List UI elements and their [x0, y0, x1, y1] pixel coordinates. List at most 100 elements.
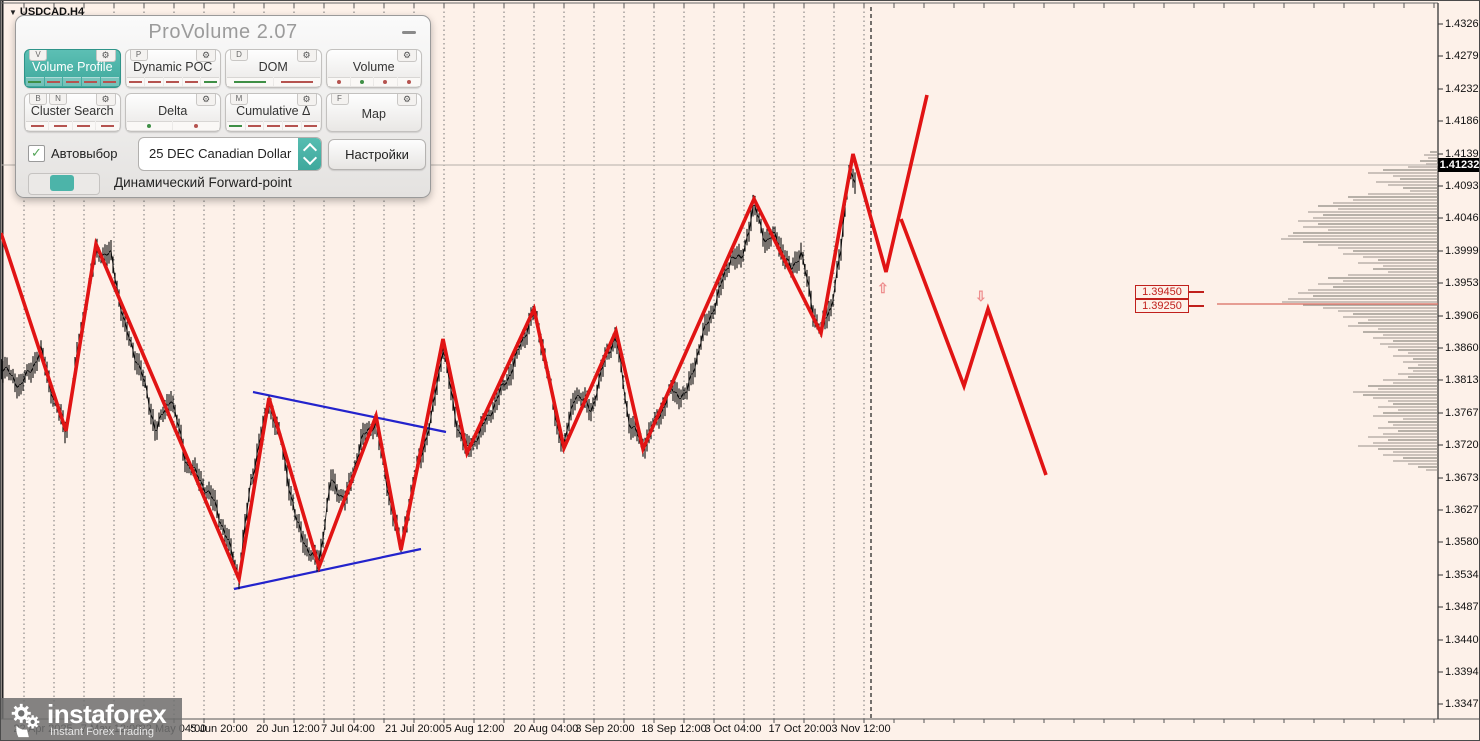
indicator-red-mark: [166, 80, 180, 84]
indicator-strip: [26, 121, 119, 130]
gear-icon[interactable]: ⚙: [296, 94, 317, 106]
indicator-green-mark: [28, 80, 42, 84]
shortcut-tab[interactable]: M: [230, 94, 248, 105]
instaforex-tagline: Instant Forex Trading: [50, 726, 154, 738]
indicator-green-mark: [147, 124, 152, 128]
tool-button-label: Volume: [352, 60, 395, 74]
gear-icon[interactable]: ⚙: [296, 50, 317, 62]
shortcut-tab[interactable]: V: [29, 50, 47, 61]
price-tick-label: 1.41860: [1445, 115, 1479, 127]
minimize-icon[interactable]: [402, 31, 416, 34]
tool-button-dynamic-poc[interactable]: P ⚙ Dynamic POC: [124, 49, 221, 88]
tool-button-label: Delta: [158, 104, 188, 118]
indicator-red-mark: [147, 80, 161, 84]
toggle-knob[interactable]: [50, 175, 74, 191]
indicator-cell: [245, 121, 264, 130]
price-tick-label: 1.37670: [1445, 407, 1479, 419]
shortcut-tabs: D: [230, 50, 248, 61]
indicator-cell: [173, 121, 219, 130]
price-tick-label: 1.36270: [1445, 504, 1479, 516]
gear-icon[interactable]: ⚙: [196, 50, 216, 62]
tool-button-cumulative-[interactable]: M ⚙ Cumulative Δ: [225, 93, 322, 132]
time-tick-label: 18 Sep 12:00: [641, 723, 707, 735]
select-spinner[interactable]: [298, 138, 321, 170]
scenario-arrow-down-icon: ⇩: [975, 288, 987, 304]
price-tick-label: 1.40930: [1445, 180, 1479, 192]
indicator-strip: [126, 77, 220, 86]
indicator-strip: [227, 121, 320, 130]
indicator-red-mark: [128, 80, 142, 84]
panel-header[interactable]: ProVolume 2.07: [16, 16, 430, 46]
time-tick-label: 17 Oct 20:00: [768, 723, 832, 735]
shortcut-tab[interactable]: P: [129, 50, 148, 61]
shortcut-tab[interactable]: B: [29, 94, 47, 105]
gear-icon[interactable]: ⚙: [397, 50, 417, 62]
indicator-strip: [327, 77, 420, 86]
indicator-cell: [145, 77, 163, 86]
price-tick-label: 1.33940: [1445, 666, 1479, 678]
tool-button-grid: V ⚙ Volume Profile P ⚙ Dynamic POC D ⚙ DOM ⚙ Volum…: [24, 49, 422, 132]
tool-button-delta[interactable]: ⚙ Delta: [124, 93, 221, 132]
symbol-collapse-icon[interactable]: ▼: [9, 7, 17, 17]
indicator-red-mark: [304, 124, 318, 128]
tool-button-dom[interactable]: D ⚙ DOM: [225, 49, 322, 88]
target-price-dash-upper: [1189, 291, 1204, 293]
autoselect-label: Автовыбор: [51, 146, 118, 161]
tool-button-label: Volume Profile: [31, 60, 113, 74]
indicator-red-mark: [184, 80, 198, 84]
price-tick-label: 1.42790: [1445, 50, 1479, 62]
indicator-green-mark: [360, 80, 365, 84]
gear-icon[interactable]: ⚙: [95, 94, 116, 106]
current-price-badge: 1.41232: [1438, 158, 1480, 172]
shortcut-tab[interactable]: N: [49, 94, 67, 105]
indicator-cell: [82, 77, 100, 86]
contract-select-value: 25 DEC Canadian Dollar: [149, 146, 292, 161]
instaforex-watermark: instaforex Instant Forex Trading: [1, 698, 182, 740]
tool-button-label: Cluster Search: [30, 104, 114, 118]
indicator-red-mark: [54, 124, 68, 128]
price-tick-label: 1.39530: [1445, 277, 1479, 289]
target-price-label-upper: 1.39450: [1135, 285, 1189, 299]
tool-button-volume-profile[interactable]: V ⚙ Volume Profile: [24, 49, 121, 88]
indicator-cell: [26, 77, 44, 86]
price-tick-label: 1.35800: [1445, 536, 1479, 548]
indicator-cell: [163, 77, 182, 86]
indicator-red-mark: [100, 124, 114, 128]
indicator-green-mark: [229, 124, 243, 128]
scenario-arrow-up-icon: ⇧: [877, 280, 889, 296]
indicator-cell: [301, 121, 320, 130]
indicator-cell: [72, 121, 96, 130]
price-tick-label: 1.34400: [1445, 634, 1479, 646]
gear-icon[interactable]: ⚙: [397, 94, 417, 106]
shortcut-tab[interactable]: D: [230, 50, 248, 61]
settings-button[interactable]: Настройки: [328, 139, 426, 170]
tool-button-cluster-search[interactable]: B N ⚙ Cluster Search: [24, 93, 121, 132]
price-tick-label: 1.37200: [1445, 439, 1479, 451]
time-tick-label: 21 Jul 20:00: [385, 723, 445, 735]
indicator-cell: [350, 77, 374, 86]
time-axis[interactable]: 22 Apr 20257 May 12:0022 May 04:005 Jun …: [1, 719, 1479, 740]
gear-icon[interactable]: ⚙: [95, 50, 116, 62]
tool-button-map[interactable]: F ⚙ Map: [325, 93, 422, 132]
shortcut-tab[interactable]: F: [330, 94, 349, 105]
forward-point-toggle[interactable]: [28, 173, 100, 195]
indicator-cell: [374, 77, 397, 86]
price-axis[interactable]: 1.43260 1.42790 1.42320 1.41860 1.41390 1.409…: [1438, 1, 1479, 719]
indicator-red-mark: [84, 80, 98, 84]
instaforex-brand-text: instaforex: [47, 699, 167, 729]
checkbox-check-icon[interactable]: ✓: [28, 145, 45, 162]
price-tick-label: 1.38130: [1445, 374, 1479, 386]
autoselect-checkbox[interactable]: ✓ Автовыбор: [28, 145, 118, 162]
indicator-red-mark: [248, 124, 262, 128]
indicator-cell: [126, 77, 145, 86]
tool-button-volume[interactable]: ⚙ Volume: [325, 49, 422, 88]
indicator-red-mark: [336, 80, 341, 84]
indicator-cell: [96, 121, 119, 130]
indicator-cell: [126, 121, 173, 130]
contract-select[interactable]: 25 DEC Canadian Dollar: [138, 137, 322, 171]
gear-icon[interactable]: ⚙: [196, 94, 216, 106]
tool-button-label: DOM: [258, 60, 288, 74]
